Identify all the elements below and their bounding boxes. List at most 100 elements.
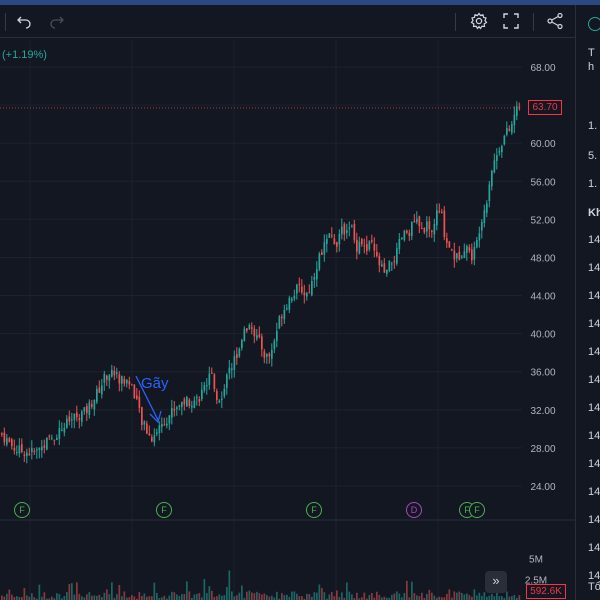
volume-bar — [413, 593, 416, 600]
candle-body — [123, 378, 126, 384]
scroll-to-realtime-button[interactable]: » — [485, 571, 507, 593]
candle-body — [383, 263, 386, 273]
volume-bar — [16, 596, 18, 600]
candle-body — [51, 437, 53, 439]
candle-body — [408, 232, 411, 236]
volume-bar — [323, 592, 326, 600]
candle-body — [281, 316, 283, 319]
candle-body — [26, 452, 28, 457]
candle-body — [256, 335, 258, 339]
volume-bar — [456, 592, 458, 600]
candle-body — [58, 428, 61, 439]
candle-body — [211, 372, 213, 374]
volume-bar — [191, 597, 193, 600]
volume-bar — [176, 594, 178, 600]
event-marker-f[interactable]: F — [14, 502, 30, 518]
volume-bar — [306, 593, 308, 600]
volume-bar — [313, 592, 316, 600]
candle-body — [503, 135, 506, 145]
volume-bar — [483, 592, 486, 600]
price-tick-label: 52.00 — [530, 215, 555, 226]
event-marker-f[interactable]: F — [469, 502, 485, 518]
volume-bar — [356, 592, 358, 600]
candle-body — [201, 389, 203, 400]
candle-body — [491, 170, 493, 187]
volume-bar — [321, 588, 323, 600]
volume-bar — [148, 596, 151, 600]
event-marker-d[interactable]: D — [406, 502, 422, 518]
candle-body — [341, 226, 343, 235]
volume-bar — [131, 595, 133, 600]
price-chart[interactable]: 68.0064.0060.0056.0052.0048.0044.0040.00… — [0, 0, 575, 600]
candle-body — [411, 222, 413, 237]
volume-axis: 5M 2.5M — [525, 555, 547, 587]
volume-bar — [261, 594, 263, 600]
candle-body — [236, 354, 238, 358]
candle-body — [288, 297, 291, 310]
candle-body — [278, 316, 281, 329]
volume-bar — [56, 593, 58, 600]
redo-button[interactable] — [45, 9, 69, 33]
candle-body — [338, 233, 341, 245]
candle-body — [208, 373, 211, 385]
candle-body — [476, 239, 478, 248]
volume-bar — [76, 582, 78, 600]
price-tick-label: 32.00 — [530, 406, 555, 417]
candle-body — [353, 223, 356, 241]
candle-body — [43, 445, 46, 448]
candle-body — [163, 424, 166, 426]
fullscreen-icon — [503, 13, 519, 29]
undo-button[interactable] — [12, 9, 36, 33]
watchlist-icon[interactable] — [588, 17, 600, 31]
panel-text: 14 — [588, 262, 600, 274]
candle-body — [226, 374, 228, 388]
candle-body — [506, 128, 508, 135]
candle-body — [248, 325, 251, 329]
annotation-text[interactable]: Gãy — [141, 375, 169, 392]
candle-body — [473, 246, 476, 260]
candle-body — [206, 385, 208, 387]
volume-bar — [316, 592, 318, 600]
candle-body — [251, 327, 253, 329]
candle-body — [396, 248, 398, 264]
volume-bar — [398, 593, 401, 600]
volume-bar — [343, 597, 346, 600]
candle-body — [456, 253, 458, 259]
volume-bar — [291, 591, 293, 600]
volume-bar — [388, 597, 391, 600]
volume-bar — [248, 590, 251, 600]
candle-body — [426, 221, 428, 232]
candle-body — [241, 339, 243, 349]
volume-bar — [431, 592, 433, 600]
volume-bar — [411, 581, 413, 600]
candle-body — [286, 308, 288, 310]
candle-body — [263, 351, 266, 358]
volume-bar — [346, 582, 348, 600]
volume-bar — [361, 597, 363, 600]
volume-bar — [103, 592, 106, 600]
fullscreen-button[interactable] — [499, 9, 523, 33]
candle-body — [261, 336, 263, 350]
candle-body — [56, 437, 58, 440]
panel-text: 5. — [588, 150, 598, 162]
volume-bar — [386, 597, 388, 600]
volume-bar — [108, 594, 111, 600]
candle-body — [171, 408, 173, 418]
candle-body — [448, 241, 451, 248]
volume-bar — [421, 592, 423, 600]
candle-body — [431, 230, 433, 232]
volume-bar — [26, 595, 28, 600]
candle-body — [81, 411, 83, 422]
candle-body — [348, 227, 351, 229]
volume-bar — [208, 586, 211, 600]
panel-text: 14 — [588, 234, 600, 246]
volume-bar — [241, 585, 243, 600]
volume-bar — [516, 597, 518, 600]
settings-button[interactable] — [467, 9, 491, 33]
panel-text: 14 — [588, 318, 600, 330]
candle-body — [183, 399, 186, 405]
candle-body — [178, 405, 181, 407]
event-marker-f[interactable]: F — [306, 502, 322, 518]
event-marker-f[interactable]: F — [156, 502, 172, 518]
share-button[interactable] — [543, 9, 567, 33]
